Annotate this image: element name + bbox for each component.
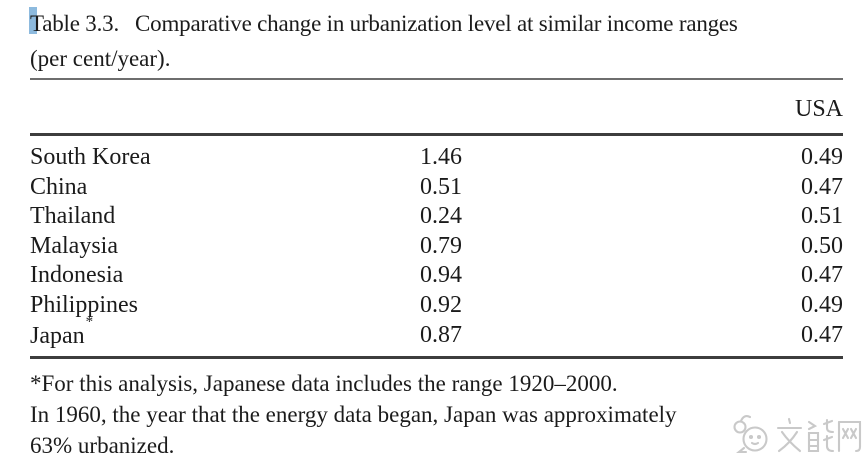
cell-country: China [30,173,88,200]
table-top-rule [30,78,843,80]
table-caption: Table 3.3. Comparative change in urbaniza… [30,6,858,76]
cell-country: Philippines [30,291,139,318]
cell-usa-value: 0.47 [801,321,843,348]
cell-country: Japan* [30,314,93,350]
table-caption-line1: Table 3.3. Comparative change in urbaniza… [30,6,858,41]
cell-country: Thailand [30,203,116,230]
cell-usa-value: 0.49 [801,144,843,170]
table-bottom-rule [30,356,843,359]
table-row: Japan* 0.87 0.47 [30,314,843,351]
footnote-marker: * [85,313,94,330]
cell-usa-value: 0.49 [801,291,843,318]
cell-country: South Korea [30,144,151,170]
table-header-rule [30,133,843,136]
text-selection-caret [29,7,37,34]
jiaonengwang-mascot-icon [733,415,862,454]
table-footnotes: *For this analysis, Japanese data includ… [30,368,810,461]
table-row: South Korea 1.46 0.49 [30,143,843,173]
table-number: Table 3.3. [30,11,120,36]
cell-usa-value: 0.50 [801,232,843,259]
cell-usa-value: 0.47 [801,173,843,200]
table-row: Indonesia 0.94 0.47 [30,261,843,291]
table-row: Malaysia 0.79 0.50 [30,232,843,262]
cell-value: 0.94 [420,262,462,289]
table-header-row: USA [30,96,843,126]
cell-country-text: Japan [30,322,85,349]
table-body: South Korea 1.46 0.49 China 0.51 0.47 Th… [30,143,843,350]
cell-country: Indonesia [30,262,124,289]
column-header-usa: USA [794,96,843,122]
table-row: China 0.51 0.47 [30,173,843,203]
footnote-line3: 63% urbanized. [30,433,175,458]
watermark-logo [731,409,863,467]
cell-country: Malaysia [30,232,118,259]
cell-usa-value: 0.51 [801,203,843,230]
footnote-line2: In 1960, the year that the energy data b… [30,402,677,427]
table-row: Philippines 0.92 0.49 [30,291,843,321]
table-caption-text: Comparative change in urbanization level… [135,11,738,36]
cell-usa-value: 0.47 [801,262,843,289]
cell-value: 0.92 [420,291,462,318]
table-caption-line2: (per cent/year). [30,46,171,71]
footnote-line1: *For this analysis, Japanese data includ… [30,371,618,396]
cell-value: 0.51 [420,173,462,200]
cell-value: 0.24 [420,203,462,230]
cell-value: 1.46 [420,144,462,170]
cell-value: 0.79 [420,232,462,259]
table-row: Thailand 0.24 0.51 [30,202,843,232]
cell-value: 0.87 [420,321,462,348]
